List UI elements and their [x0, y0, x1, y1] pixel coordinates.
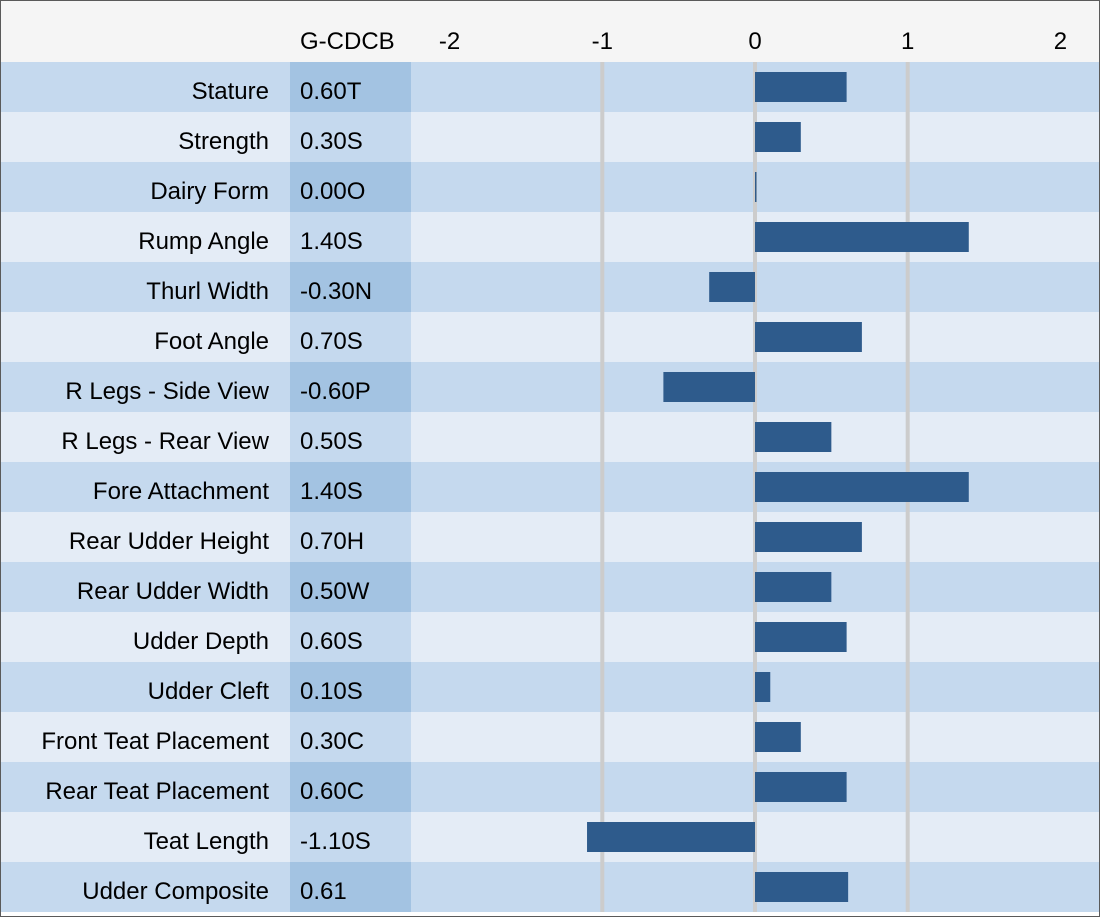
- row-background: [0, 262, 1100, 312]
- bar: [755, 122, 801, 152]
- value-cell-background: [290, 612, 411, 662]
- bar: [755, 522, 862, 552]
- value-label: -0.30N: [300, 278, 372, 305]
- value-label: 0.61: [300, 878, 347, 905]
- x-tick-label: 2: [1054, 28, 1067, 55]
- x-tick-label: 0: [748, 28, 761, 55]
- x-tick-label: -1: [592, 28, 613, 55]
- value-cell-background: [290, 762, 411, 812]
- category-label: Thurl Width: [146, 278, 269, 305]
- value-cell-background: [290, 62, 411, 112]
- category-label: R Legs - Side View: [65, 378, 269, 405]
- row-background: [0, 412, 1100, 462]
- category-label: Stature: [192, 78, 269, 105]
- rows-group: Stature 0.60T Strength 0.30S Dairy Form 0.00O…: [0, 62, 1100, 912]
- bar: [755, 872, 849, 902]
- value-label: 0.00O: [300, 178, 365, 205]
- value-label: 0.70H: [300, 528, 364, 555]
- value-label: 0.60S: [300, 628, 363, 655]
- value-label: 0.30C: [300, 728, 364, 755]
- row-background: [0, 662, 1100, 712]
- row-background: [0, 862, 1100, 912]
- row-background: [0, 112, 1100, 162]
- bar: [755, 72, 847, 102]
- value-cell-background: [290, 362, 411, 412]
- row-background: [0, 512, 1100, 562]
- value-label: 1.40S: [300, 478, 363, 505]
- category-label: Rear Udder Height: [69, 528, 269, 555]
- value-cell-background: [290, 462, 411, 512]
- value-label: 0.30S: [300, 128, 363, 155]
- bar: [587, 822, 755, 852]
- value-cell-background: [290, 112, 411, 162]
- row-background: [0, 712, 1100, 762]
- bars-group: [587, 72, 969, 902]
- axis-ticks: -2 -1 0 1 2: [439, 28, 1067, 55]
- bar: [755, 622, 847, 652]
- row-background: [0, 562, 1100, 612]
- value-label: 0.50S: [300, 428, 363, 455]
- value-label: 0.50W: [300, 578, 370, 605]
- value-cell-background: [290, 212, 411, 262]
- value-cell-background: [290, 812, 411, 862]
- bar: [663, 372, 755, 402]
- value-label: 0.60T: [300, 78, 362, 105]
- category-label: Rear Udder Width: [77, 578, 269, 605]
- category-label: Udder Depth: [133, 628, 269, 655]
- header-background: [0, 0, 1100, 62]
- bar: [755, 222, 969, 252]
- bar: [755, 722, 801, 752]
- category-label: R Legs - Rear View: [61, 428, 269, 455]
- row-background: [0, 812, 1100, 862]
- row-background: [0, 62, 1100, 112]
- row-background: [0, 612, 1100, 662]
- bar: [755, 322, 862, 352]
- value-cell-background: [290, 312, 411, 362]
- bar: [755, 172, 757, 202]
- category-label: Udder Cleft: [148, 678, 270, 705]
- category-label: Fore Attachment: [93, 478, 269, 505]
- value-cell-background: [290, 712, 411, 762]
- bar: [755, 572, 832, 602]
- value-column-header: G-CDCB: [300, 28, 395, 55]
- value-label: 0.70S: [300, 328, 363, 355]
- row-background: [0, 162, 1100, 212]
- value-cell-background: [290, 512, 411, 562]
- bar: [709, 272, 755, 302]
- category-label: Udder Composite: [82, 878, 269, 905]
- category-label: Front Teat Placement: [41, 728, 269, 755]
- category-label: Foot Angle: [154, 328, 269, 355]
- row-background: [0, 312, 1100, 362]
- row-background: [0, 762, 1100, 812]
- value-cell-background: [290, 412, 411, 462]
- bar: [755, 672, 771, 702]
- value-cell-background: [290, 262, 411, 312]
- category-label: Strength: [178, 128, 269, 155]
- row-background: [0, 362, 1100, 412]
- x-tick-label: 1: [901, 28, 914, 55]
- category-label: Dairy Form: [150, 178, 269, 205]
- category-label: Rear Teat Placement: [45, 778, 269, 805]
- value-cell-background: [290, 862, 411, 912]
- value-label: 1.40S: [300, 228, 363, 255]
- category-label: Rump Angle: [138, 228, 269, 255]
- value-cell-background: [290, 562, 411, 612]
- x-tick-label: -2: [439, 28, 460, 55]
- bar: [755, 772, 847, 802]
- value-label: 0.60C: [300, 778, 364, 805]
- value-label: 0.10S: [300, 678, 363, 705]
- value-label: -0.60P: [300, 378, 371, 405]
- category-label: Teat Length: [144, 828, 269, 855]
- bar: [755, 422, 832, 452]
- bar: [755, 472, 969, 502]
- value-cell-background: [290, 162, 411, 212]
- value-cell-background: [290, 662, 411, 712]
- value-label: -1.10S: [300, 828, 371, 855]
